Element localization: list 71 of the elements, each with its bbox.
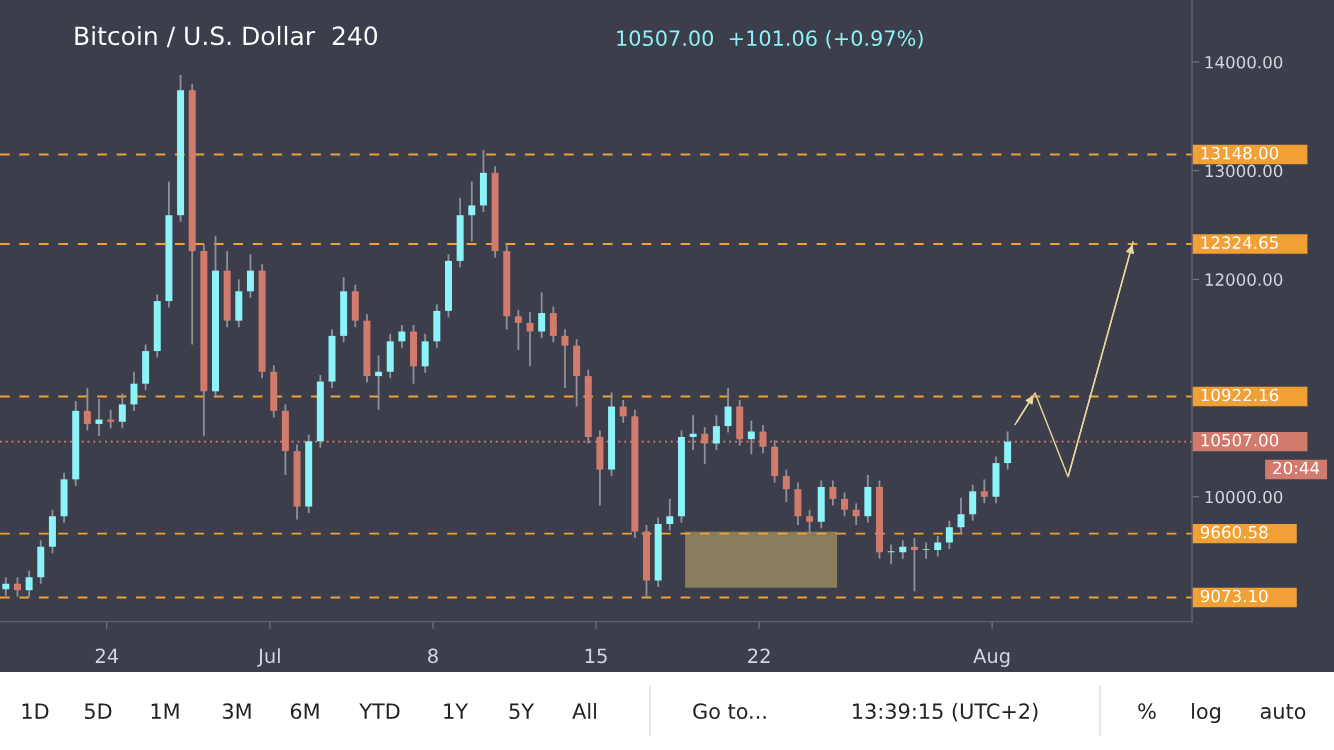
text: Bitcoin / U.S. Dollar 240 xyxy=(75,25,378,48)
candlestick xyxy=(852,502,860,526)
candlestick xyxy=(95,398,103,437)
y-tick-label: 13000.00 xyxy=(1205,164,1283,178)
candlestick xyxy=(945,519,953,550)
candlestick xyxy=(712,414,720,451)
candlestick xyxy=(130,370,138,412)
candlestick xyxy=(468,180,476,243)
y-tick-label: 10000.00 xyxy=(1205,490,1283,504)
candlestick xyxy=(922,541,930,560)
candlestick xyxy=(538,291,546,339)
x-tick-label: 15 xyxy=(585,648,607,664)
ref-line-label: 9073.10 xyxy=(1200,589,1268,603)
ref-line-label: 9660.58 xyxy=(1200,525,1268,539)
x-tick-label: Jul xyxy=(257,648,280,667)
text: % xyxy=(1138,703,1156,720)
candlestick xyxy=(806,508,814,535)
ref-line-label: 10507.00 xyxy=(1201,433,1279,447)
candlestick xyxy=(829,479,837,507)
ref-line-label: 10922.16 xyxy=(1201,388,1279,402)
candlestick xyxy=(689,414,697,451)
candlestick xyxy=(887,543,895,566)
candlestick xyxy=(841,491,849,518)
text: auto xyxy=(1260,704,1306,720)
candlestick xyxy=(747,419,755,456)
y-tick-label: 14000.00 xyxy=(1205,55,1283,69)
candlestick xyxy=(83,387,91,432)
text: Go to... xyxy=(693,703,766,720)
candlestick xyxy=(398,324,406,349)
candlestick xyxy=(118,392,126,430)
candlestick xyxy=(666,498,674,532)
candlestick xyxy=(13,576,21,598)
x-tick-label: 22 xyxy=(748,648,770,663)
text: 13:39:15 (UTC+2) xyxy=(853,702,1038,722)
candlestick xyxy=(980,478,988,505)
candlestick xyxy=(25,569,33,598)
candlestick xyxy=(246,253,254,299)
candlestick xyxy=(619,399,627,424)
candlestick xyxy=(969,483,977,522)
candlestick xyxy=(549,305,557,344)
candlestick xyxy=(514,308,522,351)
candlestick xyxy=(899,539,907,560)
candlestick xyxy=(934,534,942,558)
text: 1Y xyxy=(444,703,469,719)
x-tick-label: 8 xyxy=(428,648,438,664)
text: 20:44 xyxy=(1273,461,1320,475)
candlestick xyxy=(375,354,383,411)
x-tick-label: Aug xyxy=(973,648,1010,667)
text: 5D xyxy=(84,703,112,720)
ref-line-label: 12324.65 xyxy=(1201,236,1278,249)
candlestick xyxy=(957,496,965,535)
text: 3M xyxy=(222,703,251,720)
text: log xyxy=(1192,702,1220,724)
candlestick xyxy=(782,468,790,504)
ref-line-label: 13148.00 xyxy=(1201,146,1279,160)
text: 10507.00 +101.06 (+0.97%) xyxy=(617,29,923,49)
text: 1M xyxy=(151,703,179,719)
candlestick xyxy=(2,576,10,597)
text: All xyxy=(572,702,596,719)
text: YTD xyxy=(359,703,400,719)
y-tick-label: 12000.00 xyxy=(1205,273,1283,286)
text: 1D xyxy=(22,703,49,719)
candlestick xyxy=(561,328,569,389)
text: 6M xyxy=(290,703,319,720)
x-tick-label: 24 xyxy=(95,648,119,663)
candlestick xyxy=(107,408,115,430)
candlestick xyxy=(910,537,918,593)
candlestick xyxy=(526,311,534,368)
candlestick xyxy=(724,387,732,434)
candlestick xyxy=(1004,430,1012,471)
text: 5Y xyxy=(509,703,535,720)
